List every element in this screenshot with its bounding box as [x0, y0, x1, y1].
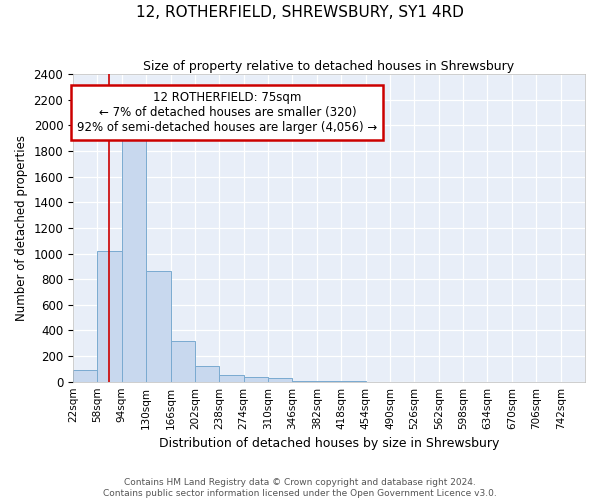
Text: Contains HM Land Registry data © Crown copyright and database right 2024.
Contai: Contains HM Land Registry data © Crown c… [103, 478, 497, 498]
Title: Size of property relative to detached houses in Shrewsbury: Size of property relative to detached ho… [143, 60, 515, 73]
Text: 12 ROTHERFIELD: 75sqm
← 7% of detached houses are smaller (320)
92% of semi-deta: 12 ROTHERFIELD: 75sqm ← 7% of detached h… [77, 91, 377, 134]
Bar [195, 366, 220, 382]
Bar [122, 138, 146, 382]
Bar [170, 340, 195, 382]
Text: 12, ROTHERFIELD, SHREWSBURY, SY1 4RD: 12, ROTHERFIELD, SHREWSBURY, SY1 4RD [136, 5, 464, 20]
Bar [73, 370, 97, 382]
Bar [292, 381, 317, 382]
Bar [220, 374, 244, 382]
Bar [97, 251, 122, 382]
Y-axis label: Number of detached properties: Number of detached properties [15, 135, 28, 321]
Bar [146, 272, 170, 382]
X-axis label: Distribution of detached houses by size in Shrewsbury: Distribution of detached houses by size … [159, 437, 499, 450]
Bar [244, 376, 268, 382]
Bar [268, 378, 292, 382]
